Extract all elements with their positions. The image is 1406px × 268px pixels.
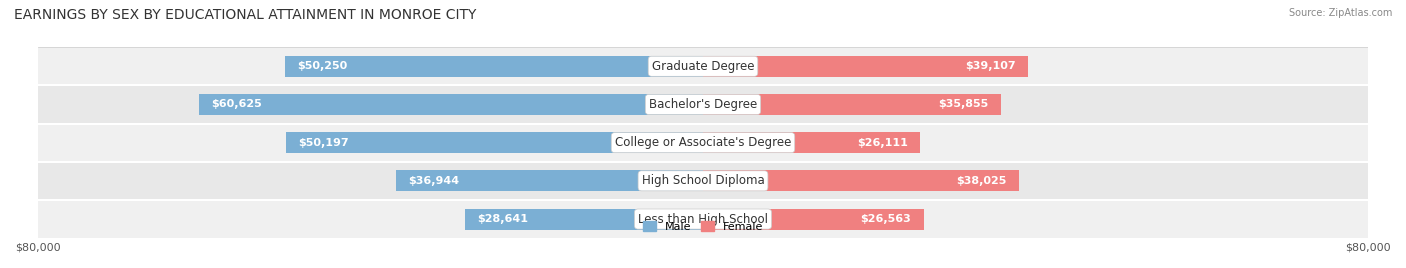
Bar <box>198 94 703 115</box>
Bar <box>465 209 703 230</box>
Bar <box>38 47 1368 85</box>
Bar <box>703 170 1019 191</box>
Text: $50,197: $50,197 <box>298 138 349 148</box>
Text: Bachelor's Degree: Bachelor's Degree <box>650 98 756 111</box>
Bar <box>703 209 924 230</box>
Text: Source: ZipAtlas.com: Source: ZipAtlas.com <box>1288 8 1392 18</box>
Text: $35,855: $35,855 <box>938 99 988 109</box>
Text: Graduate Degree: Graduate Degree <box>652 60 754 73</box>
Text: $60,625: $60,625 <box>211 99 262 109</box>
Bar <box>38 124 1368 162</box>
Text: EARNINGS BY SEX BY EDUCATIONAL ATTAINMENT IN MONROE CITY: EARNINGS BY SEX BY EDUCATIONAL ATTAINMEN… <box>14 8 477 22</box>
Text: $28,641: $28,641 <box>477 214 529 224</box>
Text: $38,025: $38,025 <box>956 176 1007 186</box>
Bar <box>703 132 920 153</box>
Bar <box>38 85 1368 124</box>
Text: College or Associate's Degree: College or Associate's Degree <box>614 136 792 149</box>
Bar <box>38 162 1368 200</box>
Text: Less than High School: Less than High School <box>638 213 768 226</box>
Bar <box>285 56 703 77</box>
Bar <box>285 132 703 153</box>
Legend: Male, Female: Male, Female <box>638 217 768 236</box>
Text: $36,944: $36,944 <box>408 176 460 186</box>
Bar <box>38 200 1368 238</box>
Text: $26,111: $26,111 <box>856 138 908 148</box>
Bar <box>703 94 1001 115</box>
Text: $50,250: $50,250 <box>298 61 347 71</box>
Bar <box>703 56 1028 77</box>
Bar <box>396 170 703 191</box>
Text: High School Diploma: High School Diploma <box>641 174 765 187</box>
Text: $26,563: $26,563 <box>860 214 911 224</box>
Text: $39,107: $39,107 <box>965 61 1015 71</box>
